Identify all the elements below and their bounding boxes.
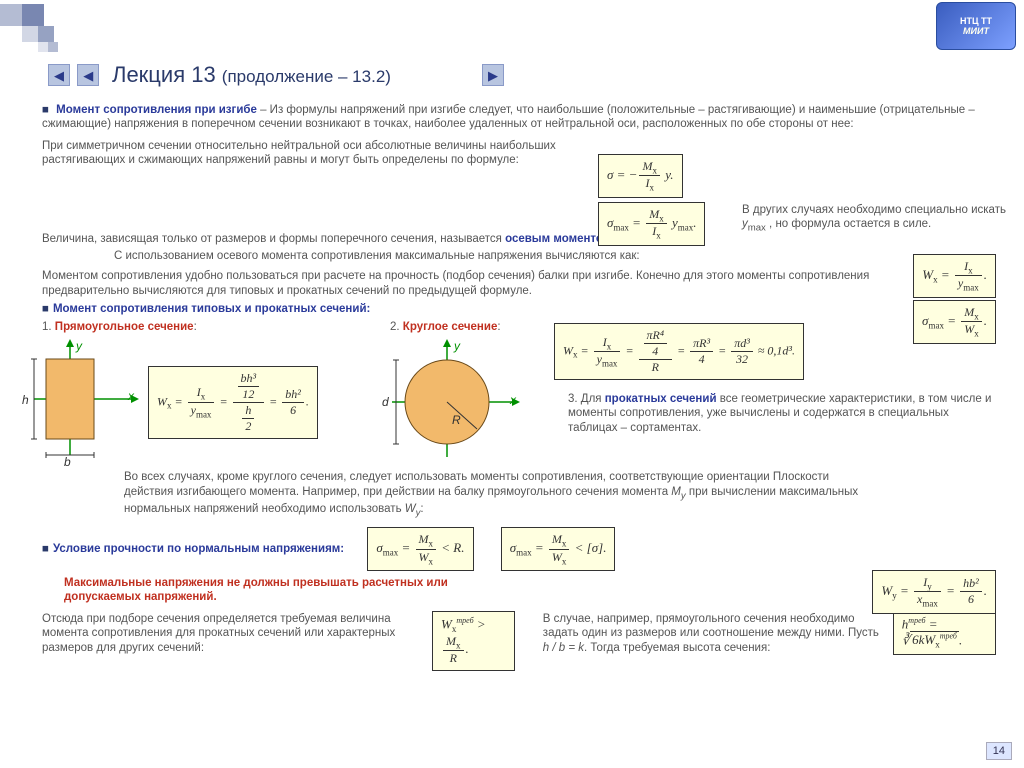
nav-prev[interactable]: ◀ — [77, 64, 99, 86]
formula-Wtreb: Wxтреб > MxR. — [432, 611, 515, 671]
para-1: ■ Момент сопротивления при изгибе – Из ф… — [42, 103, 1000, 132]
para-3: В других случаях необходимо специально и… — [742, 203, 1012, 235]
para-8: Максимальные напряжения не должны превыш… — [64, 576, 464, 605]
formula-sigma-max: σmax = MxIx ymax. — [598, 202, 705, 246]
para-9: Отсюда при подборе сечения определяется … — [42, 612, 422, 655]
formula-cond-R: σmax = MxWx < R. — [367, 527, 473, 571]
formula-sigma-y: σ = −MxIx y. — [598, 154, 683, 198]
para-6: Моментом сопротивления удобно пользовать… — [42, 269, 922, 298]
formula-cond-sigma: σmax = MxWx < [σ]. — [501, 527, 616, 571]
h2: ■Момент сопротивления типовых и прокатны… — [42, 303, 1000, 315]
title-main: Лекция 13 — [112, 62, 222, 87]
diagram-rect: y x h b — [24, 337, 144, 467]
para-7: Во всех случаях, кроме круглого сечения,… — [124, 470, 864, 519]
logo-line2: МИИТ — [963, 26, 989, 36]
item-1: 1. Прямоугольное сечение: — [42, 320, 364, 334]
logo-line1: НТЦ ТТ — [960, 16, 992, 26]
p1-lead: Момент сопротивления при изгибе — [56, 104, 257, 116]
formula-rect: Wx = Ixymax = bh³12h2 = bh²6. — [148, 366, 318, 439]
page-title: Лекция 13 (продолжение – 13.2) — [112, 62, 391, 88]
formula-circ: Wx = Ixymax = πR⁴4R = πR³4 = πd³32 ≈ 0,1… — [554, 323, 804, 380]
para-10: В случае, например, прямоугольного сечен… — [543, 612, 883, 655]
nav-prev-alt[interactable]: ◀ — [48, 64, 70, 86]
formula-Wx: Wx = Ixymax. — [913, 254, 996, 298]
item-3: 3. Для прокатных сечений все геометричес… — [568, 392, 1000, 435]
para-2: При симметричном сечении относительно не… — [42, 139, 582, 168]
formula-htreb: hтреб = ∛6kWxтреб. — [893, 611, 996, 655]
item-2: 2. Круглое сечение: — [390, 320, 542, 334]
logo: НТЦ ТТ МИИТ — [936, 2, 1016, 50]
content: ■ Момент сопротивления при изгибе – Из ф… — [24, 100, 1000, 758]
formula-Wy: Wy = Iyxmax = hb²6. — [872, 570, 996, 614]
title-sub: (продолжение – 13.2) — [222, 67, 391, 86]
h3: ■Условие прочности по нормальным напряже… — [42, 525, 1000, 573]
nav-arrows: ◀ ◀ — [48, 64, 103, 86]
para-5: С использованием осевого момента сопроти… — [114, 249, 1000, 263]
bullet-icon: ■ — [42, 104, 49, 116]
page-number: 14 — [986, 742, 1012, 760]
formula-sigmamax-W: σmax = MxWx. — [913, 300, 996, 344]
nav-next[interactable]: ▶ — [482, 64, 504, 86]
diagram-circ: y x d R — [372, 337, 522, 467]
